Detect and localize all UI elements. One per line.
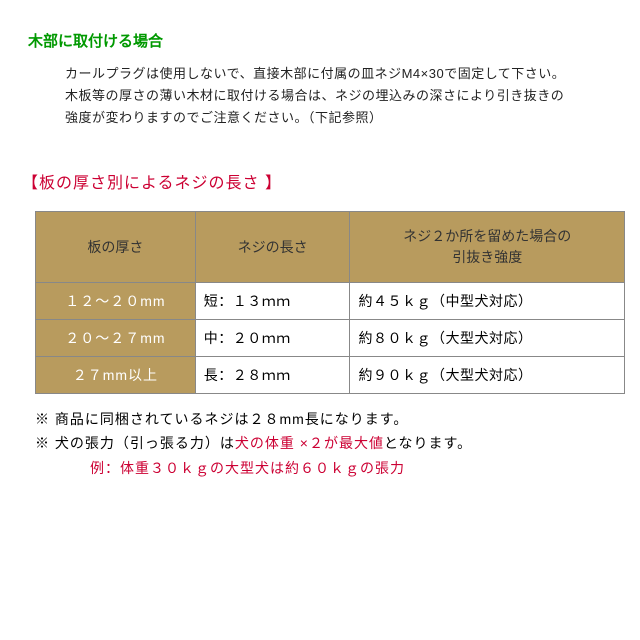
description-line: 強度が変わりますのでご注意ください。（下記参照） [65,107,620,129]
table-header-row: 板の厚さ ネジの長さ ネジ２か所を留めた場合の 引抜き強度 [36,212,625,283]
table-row: ２０～２７mm 中：２０ｍｍ 約８０ｋｇ（大型犬対応） [36,320,625,357]
cell-strength: 約４５ｋｇ（中型犬対応） [350,283,625,320]
cell-thickness: ２７mm以上 [36,357,196,394]
col-header-strength-line2: 引抜き強度 [452,249,522,265]
cell-strength: 約９０ｋｇ（大型犬対応） [350,357,625,394]
note-2: ※ 犬の張力（引っ張る力）は犬の体重 ×２が最大値となります。 [35,432,620,456]
note-example: 例：体重３０ｋｇの大型犬は約６０ｋｇの張力 [90,458,620,478]
screw-length-table: 板の厚さ ネジの長さ ネジ２か所を留めた場合の 引抜き強度 １２～２０mm 短：… [35,211,625,394]
cell-screw: 短：１３ｍｍ [195,283,350,320]
table-title: 【板の厚さ別によるネジの長さ 】 [22,169,620,193]
note-2-highlight: 犬の体重 ×２が最大値 [235,435,384,451]
col-header-screw: ネジの長さ [195,212,350,283]
note-2-prefix: ※ 犬の張力（引っ張る力）は [35,435,235,451]
description-line: カールプラグは使用しないで、直接木部に付属の皿ネジM4×30で固定して下さい。 [65,63,620,85]
cell-screw: 中：２０ｍｍ [195,320,350,357]
col-header-strength-line1: ネジ２か所を留めた場合の [403,228,571,244]
note-1: ※ 商品に同梱されているネジは２８mm長になります。 [35,408,620,432]
table-row: １２～２０mm 短：１３ｍｍ 約４５ｋｇ（中型犬対応） [36,283,625,320]
section-title: 木部に取付ける場合 [28,30,620,51]
description-block: カールプラグは使用しないで、直接木部に付属の皿ネジM4×30で固定して下さい。 … [65,63,620,129]
col-header-strength: ネジ２か所を留めた場合の 引抜き強度 [350,212,625,283]
cell-thickness: １２～２０mm [36,283,196,320]
table-row: ２７mm以上 長：２８ｍｍ 約９０ｋｇ（大型犬対応） [36,357,625,394]
col-header-thickness: 板の厚さ [36,212,196,283]
cell-strength: 約８０ｋｇ（大型犬対応） [350,320,625,357]
cell-thickness: ２０～２７mm [36,320,196,357]
cell-screw: 長：２８ｍｍ [195,357,350,394]
note-2-suffix: となります。 [384,435,472,451]
description-line: 木板等の厚さの薄い木材に取付ける場合は、ネジの埋込みの深さにより引き抜きの [65,85,620,107]
